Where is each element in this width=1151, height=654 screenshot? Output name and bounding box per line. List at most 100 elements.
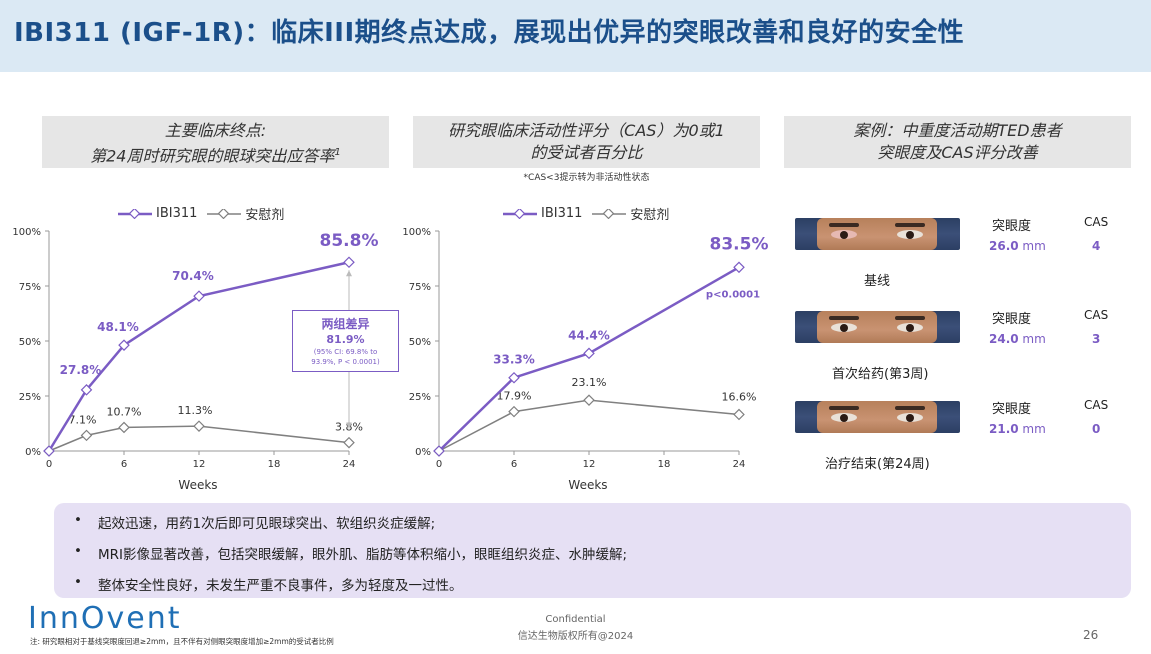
left-brow: [829, 316, 859, 320]
right-eye: [897, 230, 923, 239]
bullet-text: 起效迅速，用药1次后即可见眼球突出、软组织炎症缓解;: [98, 516, 436, 532]
proptosis-unit: mm: [1018, 332, 1046, 346]
data-point-placebo: [193, 420, 205, 432]
legend2-item-ibi311: IBI311: [503, 206, 582, 221]
confidential-label: Confidential: [545, 614, 606, 625]
panel1-title: 主要临床终点: 第24周时研究眼的眼球突出应答率1: [42, 116, 389, 168]
chart1-legend: IBI311 安慰剂: [118, 204, 294, 223]
case-eye-photo: [795, 401, 960, 433]
cas-value: 3: [1092, 332, 1101, 346]
data-point-ibi311: [733, 261, 745, 274]
x-tick-label: 24: [343, 459, 356, 470]
data-point-placebo: [118, 421, 130, 434]
data-label-ibi311: 44.4%: [568, 328, 610, 342]
chart2-svg: 0% 25% 50% 75% 100% 0 6 12 18 24 Weeks 17.9% 23.1% 16…: [402, 227, 769, 492]
bullet-1: • 起效迅速，用药1次后即可见眼球突出、软组织炎症缓解;: [74, 512, 435, 532]
y-tick-label: 75%: [19, 282, 41, 293]
data-label-ibi311: 27.8%: [60, 363, 102, 377]
legend-item-ibi311: IBI311: [118, 206, 197, 221]
proptosis-unit: mm: [1018, 239, 1046, 253]
x-tick-label: 6: [121, 459, 127, 470]
data-label-ibi311: 85.8%: [320, 231, 379, 251]
data-label-placebo: 11.3%: [178, 404, 213, 417]
panel1-title-sup: 1: [334, 147, 341, 158]
legend2-ibi311-swatch: [503, 208, 537, 219]
cas-value: 0: [1092, 422, 1101, 436]
difference-title: 两组差异: [321, 317, 370, 331]
legend-ibi311-label: IBI311: [156, 206, 198, 221]
data-point-placebo: [733, 408, 745, 421]
case-timepoint-label: 首次给药(第3周): [832, 367, 929, 382]
panel3-title-line2: 突眼度及CAS评分改善: [877, 143, 1038, 162]
data-label-ibi311: 33.3%: [493, 353, 535, 367]
data-point-ibi311: [583, 347, 595, 360]
p-value-annotation: p<0.0001: [706, 289, 760, 300]
case-timepoint-label: 治疗结束(第24周): [825, 457, 930, 472]
panel1-title-line2-wrap: 第24周时研究眼的眼球突出应答率1: [42, 142, 389, 167]
y-tick-label: 100%: [12, 227, 41, 238]
data-label-placebo: 7.1%: [69, 413, 97, 426]
left-eye: [831, 413, 857, 422]
bullet-3: • 整体安全性良好，未发生严重不良事件，多为轻度及一过性。: [74, 574, 463, 594]
case-eye-photo: [795, 218, 960, 250]
header-bar: IBI311 (IGF-1R)：临床III期终点达成，展现出优异的突眼改善和良好…: [0, 0, 1151, 72]
right-brow: [895, 406, 925, 410]
legend2-item-placebo: 安慰剂: [592, 204, 669, 223]
left-iris: [840, 323, 848, 332]
cas-note: *CAS<3提示转为非活动性状态: [523, 173, 650, 183]
case-timepoint-label: 基线: [864, 274, 891, 289]
data-point-placebo: [343, 436, 355, 449]
y-tick-label: 25%: [409, 392, 431, 403]
right-iris: [906, 230, 914, 239]
data-label-ibi311: 70.4%: [172, 269, 214, 283]
y-tick-label: 0%: [415, 447, 431, 458]
left-eye: [831, 230, 857, 239]
data-point-ibi311: [508, 371, 520, 384]
y-tick-label: 0%: [25, 447, 41, 458]
cas-value: 4: [1092, 239, 1101, 253]
data-label-ibi311: 83.5%: [710, 234, 769, 254]
y-tick-label: 100%: [402, 227, 431, 238]
panel3-title-line1: 案例：中重度活动期TED患者: [853, 121, 1062, 140]
legend2-placebo-swatch: [592, 208, 627, 219]
y-tick-label: 25%: [19, 392, 41, 403]
difference-value: 81.9%: [326, 333, 365, 346]
bullet-text: MRI影像显著改善，包括突眼缓解，眼外肌、脂肪等体积缩小，眼眶组织炎症、水肿缓解…: [98, 547, 628, 563]
x-tick-label: 12: [193, 459, 206, 470]
data-point-placebo: [583, 394, 595, 406]
x-axis-label: Weeks: [178, 478, 217, 492]
panel2-title-line1: 研究眼临床活动性评分（CAS）为0或1: [448, 121, 725, 140]
bullet-text: 整体安全性良好，未发生严重不良事件，多为轻度及一过性。: [98, 578, 463, 594]
cas-header: CAS: [1084, 215, 1109, 229]
left-brow: [829, 406, 859, 410]
difference-arrow-down: [346, 422, 352, 429]
left-iris: [840, 230, 848, 239]
bullet-dot: •: [74, 512, 82, 528]
proptosis-unit: mm: [1018, 422, 1046, 436]
face-skin: [817, 311, 937, 343]
left-brow: [829, 223, 859, 227]
panel2-title-line2: 的受试者百分比: [530, 143, 643, 162]
x-tick-label: 18: [658, 459, 671, 470]
left-iris: [840, 413, 848, 422]
data-point-placebo: [508, 405, 520, 418]
data-point-placebo: [80, 429, 93, 442]
data-point-ibi311: [343, 256, 355, 269]
right-iris: [906, 323, 914, 332]
x-tick-label: 0: [436, 459, 442, 470]
bullet-dot: •: [74, 543, 82, 559]
data-label-placebo: 16.6%: [722, 390, 757, 403]
proptosis-number: 26.0: [989, 239, 1019, 253]
right-brow: [895, 316, 925, 320]
data-label-ibi311: 48.1%: [97, 320, 139, 334]
x-tick-label: 0: [46, 459, 52, 470]
panel1-title-line2: 第24周时研究眼的眼球突出应答率: [90, 146, 335, 166]
proptosis-number: 24.0: [989, 332, 1019, 346]
difference-ci-line2: 93.9%, P < 0.0001): [311, 358, 380, 366]
data-point-ibi311: [193, 290, 205, 302]
series-line-ibi311: [438, 266, 740, 452]
right-eye: [897, 413, 923, 422]
x-axis-label: Weeks: [568, 478, 607, 492]
data-point-ibi311: [118, 339, 130, 351]
case-eye-photo: [795, 311, 960, 343]
